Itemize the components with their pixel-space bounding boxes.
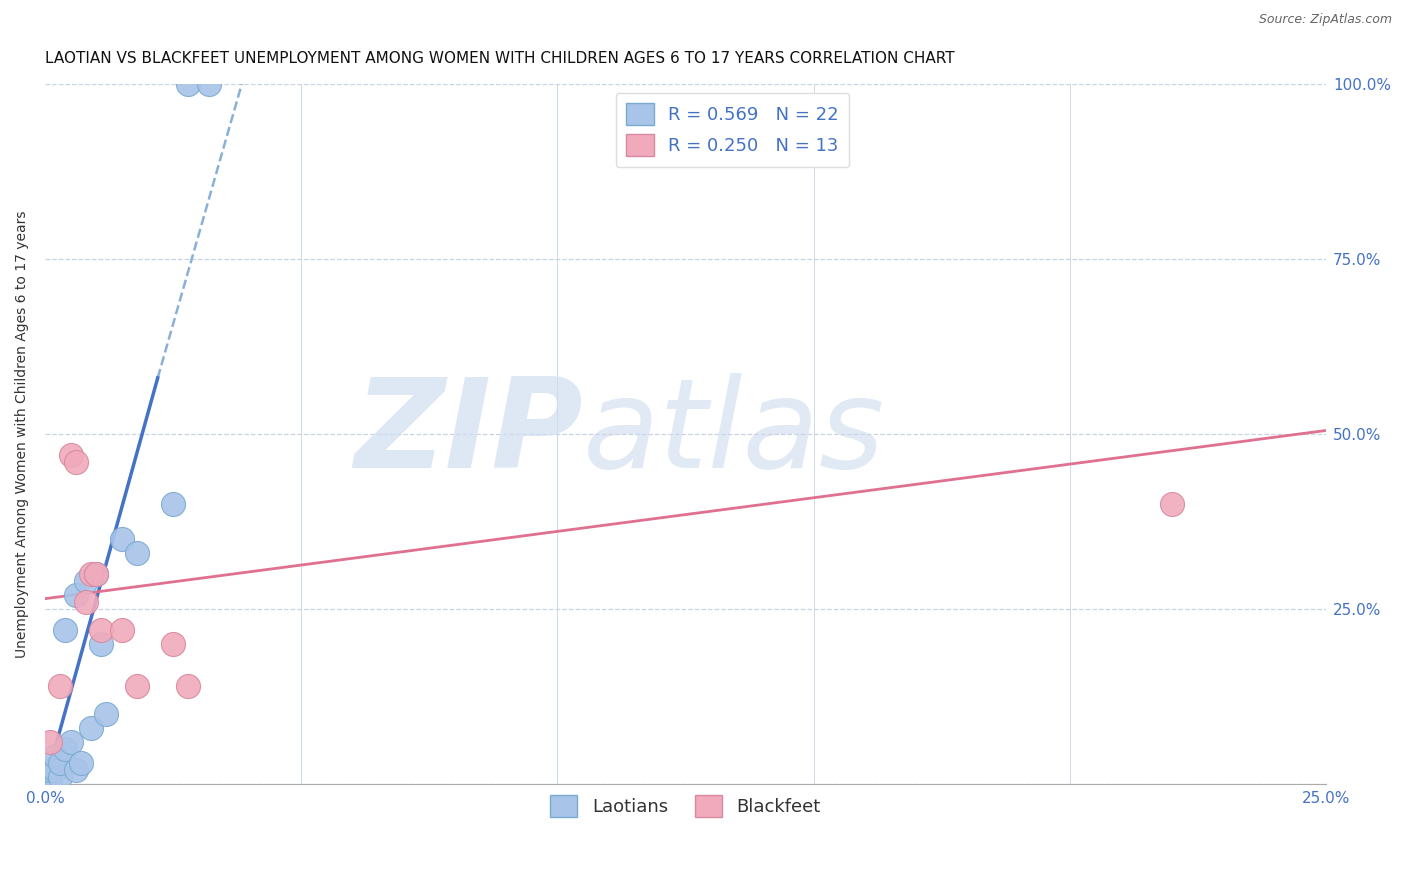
Text: LAOTIAN VS BLACKFEET UNEMPLOYMENT AMONG WOMEN WITH CHILDREN AGES 6 TO 17 YEARS C: LAOTIAN VS BLACKFEET UNEMPLOYMENT AMONG … [45, 51, 955, 66]
Point [111, 532, 134, 546]
Point [177, 679, 200, 693]
Text: Source: ZipAtlas.com: Source: ZipAtlas.com [1258, 13, 1392, 27]
Point [127, 679, 149, 693]
Point [59, 448, 82, 462]
Point [177, 77, 200, 91]
Point [55, 742, 77, 756]
Point [65, 588, 87, 602]
Point [1161, 497, 1184, 511]
Point [49, 771, 72, 785]
Point [65, 455, 87, 469]
Text: ZIP: ZIP [354, 374, 583, 494]
Point [39, 771, 62, 785]
Point [44, 764, 66, 778]
Point [198, 77, 221, 91]
Legend: Laotians, Blackfeet: Laotians, Blackfeet [543, 788, 828, 824]
Point [84, 567, 107, 582]
Point [162, 497, 184, 511]
Point [111, 624, 134, 638]
Point [49, 756, 72, 771]
Point [127, 546, 149, 560]
Point [75, 595, 97, 609]
Text: atlas: atlas [583, 374, 886, 494]
Point [90, 624, 112, 638]
Point [96, 707, 118, 722]
Point [75, 574, 97, 589]
Point [55, 624, 77, 638]
Y-axis label: Unemployment Among Women with Children Ages 6 to 17 years: Unemployment Among Women with Children A… [15, 211, 30, 657]
Point [65, 764, 87, 778]
Point [39, 764, 62, 778]
Point [90, 637, 112, 651]
Point [59, 735, 82, 749]
Point [69, 756, 91, 771]
Point [80, 722, 103, 736]
Point [44, 749, 66, 764]
Point [39, 735, 62, 749]
Point [162, 637, 184, 651]
Point [49, 679, 72, 693]
Point [80, 567, 103, 582]
Point [84, 567, 107, 582]
